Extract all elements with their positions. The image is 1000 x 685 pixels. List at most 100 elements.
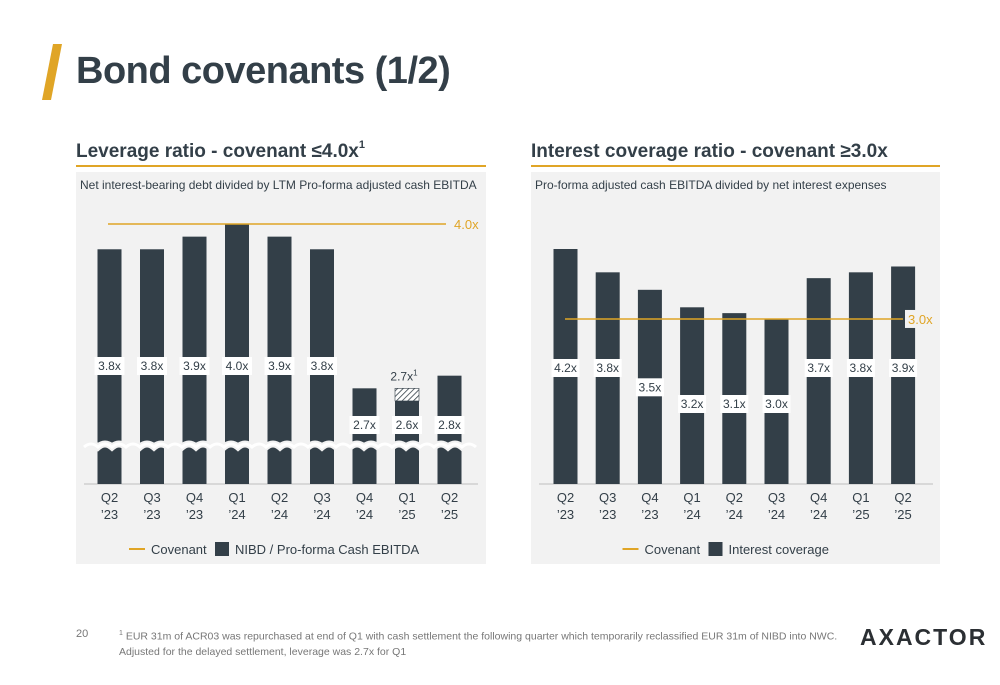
title-accent-slash	[42, 44, 62, 100]
coverage-xtick-label: Q3	[599, 490, 616, 505]
page-title: Bond covenants (1/2)	[76, 50, 451, 92]
coverage-xtick-label: ’24	[810, 507, 827, 522]
coverage-value-label: 3.7x	[807, 361, 830, 375]
leverage-xtick-label: ’23	[186, 507, 203, 522]
leverage-value-label-bg	[307, 357, 337, 375]
leverage-value-label: 3.8x	[98, 359, 121, 373]
leverage-value-label-bg	[349, 416, 380, 434]
coverage-value-label: 3.5x	[639, 380, 662, 394]
coverage-value-label: 3.0x	[765, 397, 788, 411]
leverage-value-label-bg	[392, 416, 422, 434]
coverage-legend-covenant-label: Covenant	[645, 542, 701, 557]
coverage-value-label-bg	[762, 395, 791, 413]
leverage-adjusted-label: 2.7x1	[390, 368, 418, 383]
leverage-chart-title: Leverage ratio - covenant ≤4.0x1	[76, 139, 366, 163]
coverage-xtick-label: ’25	[894, 507, 911, 522]
coverage-xtick-label: ’23	[641, 507, 658, 522]
coverage-chart-title: Interest coverage ratio - covenant ≥3.0x	[531, 141, 888, 162]
coverage-value-label-bg	[551, 359, 580, 377]
leverage-xtick-label: ’23	[101, 507, 118, 522]
leverage-xtick-label: ’24	[313, 507, 330, 522]
coverage-bar	[595, 272, 620, 484]
axactor-logo: AXACTOR	[860, 624, 988, 650]
coverage-xtick-label: Q4	[810, 490, 827, 505]
leverage-xtick-label: Q3	[143, 490, 160, 505]
coverage-legend: Covenant Interest coverage	[622, 542, 829, 557]
leverage-legend-series-swatch	[215, 542, 229, 556]
coverage-xtick-label: ’24	[768, 507, 785, 522]
coverage-value-label: 3.8x	[850, 361, 873, 375]
leverage-value-label: 2.6x	[396, 418, 419, 432]
coverage-xtick-label: Q2	[894, 490, 911, 505]
leverage-value-label: 3.8x	[311, 359, 334, 373]
leverage-legend-series-label: NIBD / Pro-forma Cash EBITDA	[235, 542, 420, 557]
coverage-xtick-label: Q2	[726, 490, 743, 505]
leverage-xtick-label: Q2	[101, 490, 118, 505]
footnote-marker: 1	[119, 630, 123, 637]
coverage-value-label-bg	[593, 359, 622, 377]
coverage-value-label: 3.8x	[596, 361, 619, 375]
leverage-value-label-bg	[434, 416, 465, 434]
leverage-chart-subtitle: Net interest-bearing debt divided by LTM…	[80, 178, 477, 192]
coverage-legend-series-label: Interest coverage	[729, 542, 829, 557]
leverage-xtick-label: Q1	[228, 490, 245, 505]
coverage-legend-series-swatch	[708, 542, 723, 556]
leverage-xtick-label: ’25	[441, 507, 458, 522]
leverage-chart-title-text: Leverage ratio - covenant ≤4.0x	[76, 141, 359, 162]
leverage-value-label-bg	[137, 357, 167, 375]
coverage-xtick-label: Q1	[852, 490, 869, 505]
leverage-value-label-bg	[264, 357, 295, 375]
leverage-value-label-bg	[179, 357, 210, 375]
coverage-xtick-label: ’24	[726, 507, 743, 522]
leverage-xtick-label: Q1	[398, 490, 415, 505]
leverage-xtick-label: Q4	[186, 490, 203, 505]
coverage-value-label-bg	[846, 359, 875, 377]
leverage-value-label: 3.9x	[268, 359, 291, 373]
page-number: 20	[76, 628, 89, 640]
coverage-xtick-label: ’23	[599, 507, 616, 522]
leverage-title-rule	[76, 165, 486, 167]
coverage-xtick-label: Q1	[683, 490, 700, 505]
leverage-value-label: 3.8x	[141, 359, 164, 373]
leverage-xtick-label: ’24	[356, 507, 373, 522]
coverage-covenant-label: 3.0x	[908, 312, 933, 327]
footnote: 1 EUR 31m of ACR03 was repurchased at en…	[119, 626, 839, 660]
leverage-xtick-label: ’23	[143, 507, 160, 522]
interest-coverage-chart: Q2 ’23 Q3 ’23 Q4 ’23 Q1 ’24 Q2 ’24 Q3 ’24 Q4 ’24 Q1 ’25…	[539, 249, 935, 557]
leverage-adjusted-footnote: 1	[413, 368, 418, 377]
coverage-value-label: 3.1x	[723, 397, 746, 411]
coverage-value-label-bg	[678, 395, 707, 413]
leverage-ratio-chart: Q2 ’23 Q3 ’23 Q4 ’23 Q1 ’24 Q2 ’24 Q3 ’24 Q4 ’24 Q1 ’25…	[81, 217, 479, 557]
leverage-value-label: 2.7x	[353, 418, 376, 432]
coverage-title-rule	[531, 165, 940, 167]
leverage-xtick-label: Q4	[356, 490, 373, 505]
leverage-xtick-label: ’25	[398, 507, 415, 522]
coverage-xtick-label: ’24	[683, 507, 700, 522]
leverage-bar	[352, 388, 377, 484]
leverage-xtick-label: Q2	[441, 490, 458, 505]
leverage-value-label: 4.0x	[226, 359, 249, 373]
coverage-value-label: 4.2x	[554, 361, 577, 375]
coverage-value-label-bg	[635, 378, 664, 397]
leverage-value-label-bg	[222, 357, 252, 375]
coverage-value-label-bg	[720, 395, 749, 413]
leverage-chart-title-footnote: 1	[358, 139, 366, 151]
coverage-bar	[848, 272, 873, 484]
leverage-value-label: 2.8x	[438, 418, 461, 432]
coverage-xtick-label: ’25	[852, 507, 869, 522]
footnote-text: EUR 31m of ACR03 was repurchased at end …	[119, 630, 838, 658]
leverage-legend: Covenant NIBD / Pro-forma Cash EBITDA	[129, 542, 420, 557]
coverage-covenant-label-bg	[905, 309, 935, 328]
coverage-xtick-label: Q3	[768, 490, 785, 505]
leverage-adjusted-hatch	[394, 388, 420, 402]
leverage-legend-covenant-label: Covenant	[151, 542, 207, 557]
leverage-value-label: 3.9x	[183, 359, 206, 373]
coverage-value-label-bg	[889, 359, 918, 377]
coverage-bar	[806, 278, 831, 484]
leverage-xtick-label: ’24	[228, 507, 245, 522]
coverage-chart-subtitle: Pro-forma adjusted cash EBITDA divided b…	[535, 178, 887, 192]
leverage-axis-break-line	[83, 442, 477, 449]
coverage-value-label-bg	[804, 359, 833, 377]
coverage-xtick-label: Q4	[641, 490, 658, 505]
coverage-value-label: 3.9x	[892, 361, 915, 375]
